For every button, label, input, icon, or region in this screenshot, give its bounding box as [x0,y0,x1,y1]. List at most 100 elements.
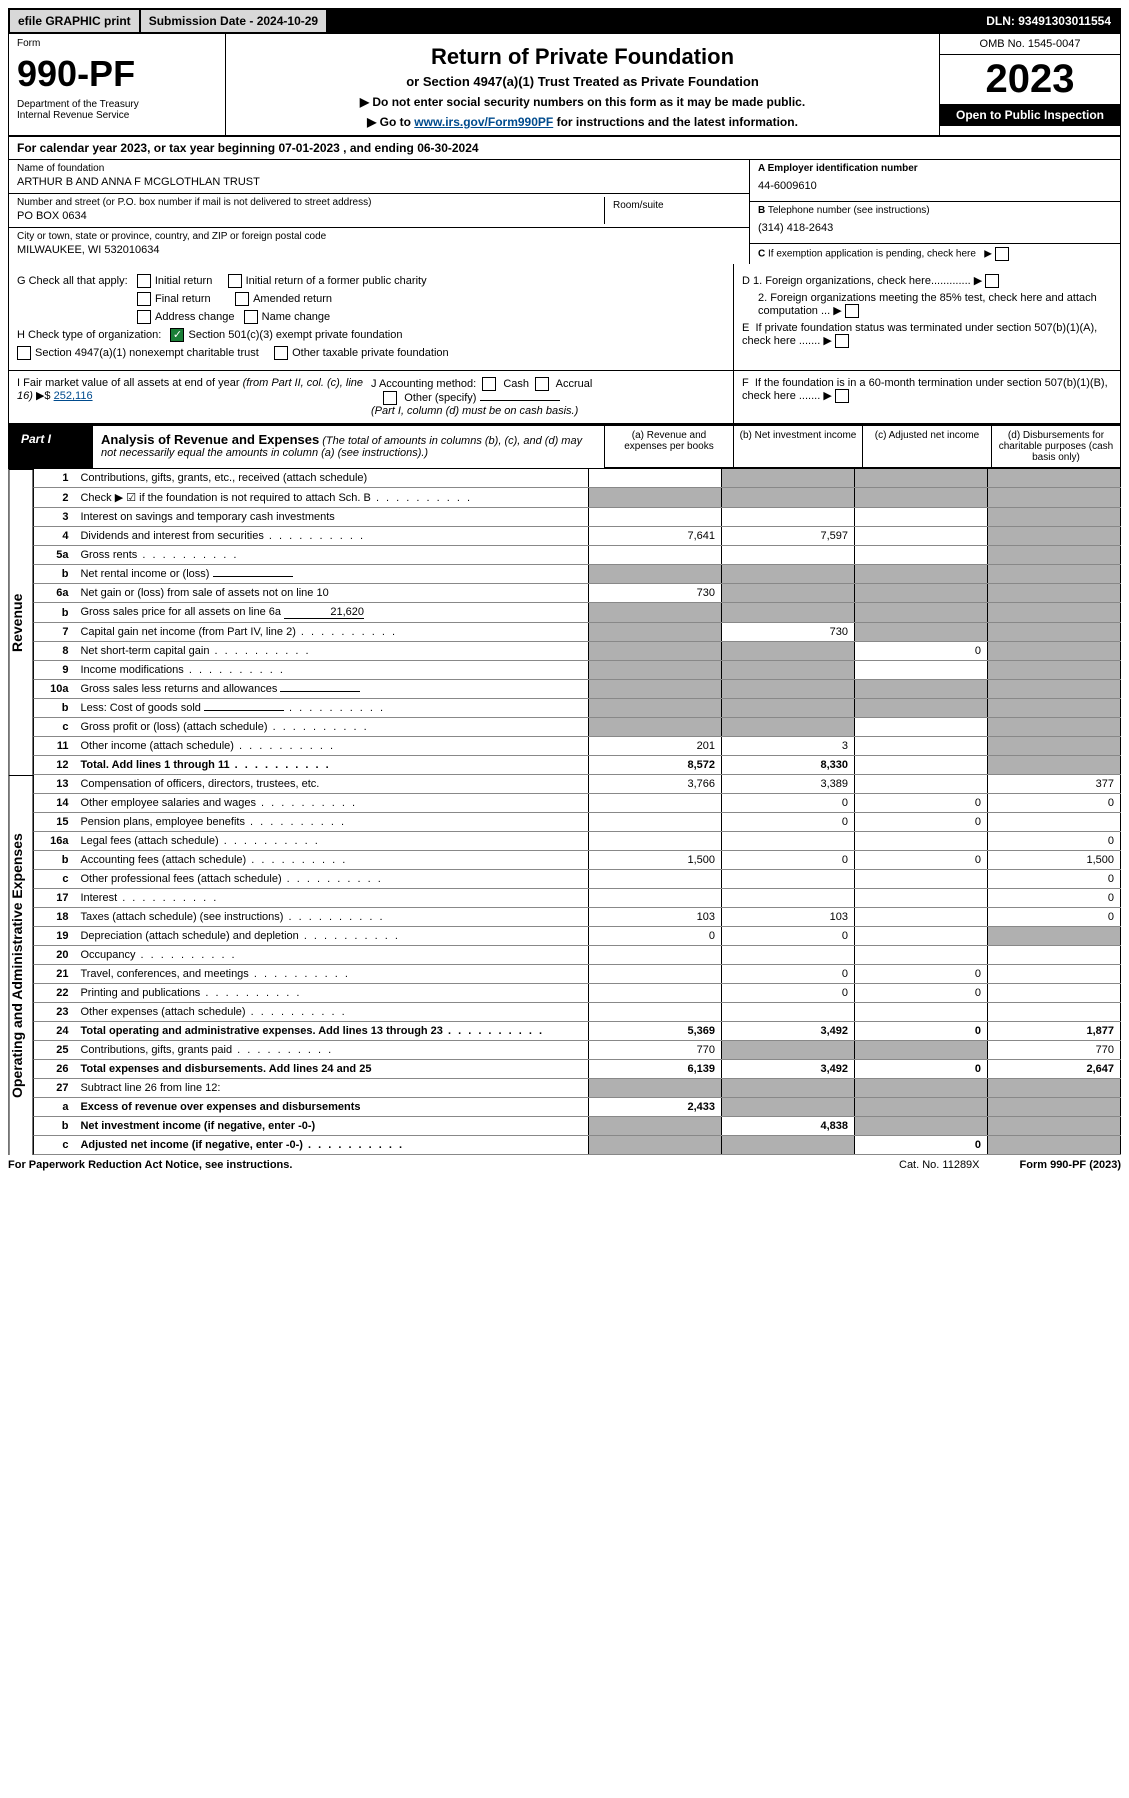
amount-cell [988,813,1121,832]
amount-cell: 7,641 [589,527,722,546]
amount-cell [722,1136,855,1155]
amount-cell [855,699,988,718]
line-number: 14 [34,794,75,813]
amount-cell [722,661,855,680]
amount-cell: 2,647 [988,1060,1121,1079]
amount-cell [722,1079,855,1098]
phone: (314) 418-2643 [758,216,1112,240]
table-row: 21Travel, conferences, and meetings00 [34,965,1121,984]
amount-cell [589,984,722,1003]
table-row: bNet rental income or (loss) [34,565,1121,584]
line-description: Accounting fees (attach schedule) [74,851,588,870]
g-final-checkbox[interactable] [137,292,151,306]
amount-cell: 1,877 [988,1022,1121,1041]
g-amended-checkbox[interactable] [235,292,249,306]
amount-cell [722,642,855,661]
j-other-checkbox[interactable] [383,391,397,405]
amount-cell [855,927,988,946]
g-initial-former-checkbox[interactable] [228,274,242,288]
expenses-table: 13Compensation of officers, directors, t… [33,775,1121,1155]
part-title: Analysis of Revenue and Expenses (The to… [93,426,604,468]
line-description: Total. Add lines 1 through 11 [74,756,588,775]
table-row: 4Dividends and interest from securities7… [34,527,1121,546]
line-description: Other income (attach schedule) [74,737,588,756]
line-number: 1 [34,469,75,488]
amount-cell [589,661,722,680]
line-number: b [34,699,75,718]
amount-cell: 770 [988,1041,1121,1060]
h-other-checkbox[interactable] [274,346,288,360]
line-number: 19 [34,927,75,946]
phone-block: B B Telephone number (see instructions)T… [750,202,1120,244]
amount-cell [589,794,722,813]
amount-cell [722,946,855,965]
table-row: bLess: Cost of goods sold [34,699,1121,718]
amount-cell [855,584,988,603]
amount-cell: 377 [988,775,1121,794]
line-description: Check ▶ ☑ if the foundation is not requi… [74,488,588,508]
amount-cell [722,832,855,851]
section-i-j-f: I Fair market value of all assets at end… [8,371,1121,424]
form-title: Return of Private Foundation [238,44,927,70]
amount-cell [589,642,722,661]
e-checkbox[interactable] [835,334,849,348]
amount-cell [988,488,1121,508]
h-4947-checkbox[interactable] [17,346,31,360]
table-row: 5aGross rents [34,546,1121,565]
amount-cell [589,832,722,851]
line-number: 24 [34,1022,75,1041]
line-description: Net gain or (loss) from sale of assets n… [74,584,588,603]
amount-cell: 0 [589,927,722,946]
j-cash-checkbox[interactable] [482,377,496,391]
g-address-checkbox[interactable] [137,310,151,324]
line-number: 17 [34,889,75,908]
table-row: 19Depreciation (attach schedule) and dep… [34,927,1121,946]
efile-print-button[interactable]: efile GRAPHIC print [10,10,141,32]
calendar-year-line: For calendar year 2023, or tax year begi… [8,137,1121,160]
line-number: 9 [34,661,75,680]
line-number: b [34,603,75,623]
table-row: 9Income modifications [34,661,1121,680]
form-ref: Form 990-PF (2023) [1020,1159,1121,1171]
g-initial-checkbox[interactable] [137,274,151,288]
d2-checkbox[interactable] [845,304,859,318]
ein-block: A Employer identification number 44-6009… [750,160,1120,202]
amount-cell [855,680,988,699]
f-checkbox[interactable] [835,389,849,403]
line-number: 25 [34,1041,75,1060]
line-number: 4 [34,527,75,546]
line-description: Occupancy [74,946,588,965]
amount-cell: 0 [722,794,855,813]
amount-cell [589,1136,722,1155]
omb-number: OMB No. 1545-0047 [940,34,1120,55]
c-checkbox[interactable] [995,247,1009,261]
amount-cell: 0 [855,1060,988,1079]
amount-cell [855,1041,988,1060]
table-row: 26Total expenses and disbursements. Add … [34,1060,1121,1079]
amount-cell [722,718,855,737]
line-description: Less: Cost of goods sold [74,699,588,718]
j-accrual-checkbox[interactable] [535,377,549,391]
table-row: 15Pension plans, employee benefits00 [34,813,1121,832]
line-number: 8 [34,642,75,661]
line-description: Travel, conferences, and meetings [74,965,588,984]
table-row: 2Check ▶ ☑ if the foundation is not requ… [34,488,1121,508]
amount-cell [589,1003,722,1022]
irs-link[interactable]: www.irs.gov/Form990PF [414,115,553,129]
expenses-section: Operating and Administrative Expenses 13… [8,775,1121,1155]
amount-cell [988,1003,1121,1022]
h-501c3-checkbox[interactable]: ✓ [170,328,184,342]
form-subtitle: or Section 4947(a)(1) Trust Treated as P… [238,74,927,89]
amount-cell [855,737,988,756]
table-row: 14Other employee salaries and wages000 [34,794,1121,813]
table-row: cOther professional fees (attach schedul… [34,870,1121,889]
line-number: 6a [34,584,75,603]
amount-cell [589,469,722,488]
amount-cell [855,1079,988,1098]
expenses-vertical-label: Operating and Administrative Expenses [8,775,33,1155]
g-name-checkbox[interactable] [244,310,258,324]
amount-cell: 3,766 [589,775,722,794]
d1-checkbox[interactable] [985,274,999,288]
c-exemption: C If exemption application is pending, c… [750,244,1120,264]
amount-cell: 3 [722,737,855,756]
